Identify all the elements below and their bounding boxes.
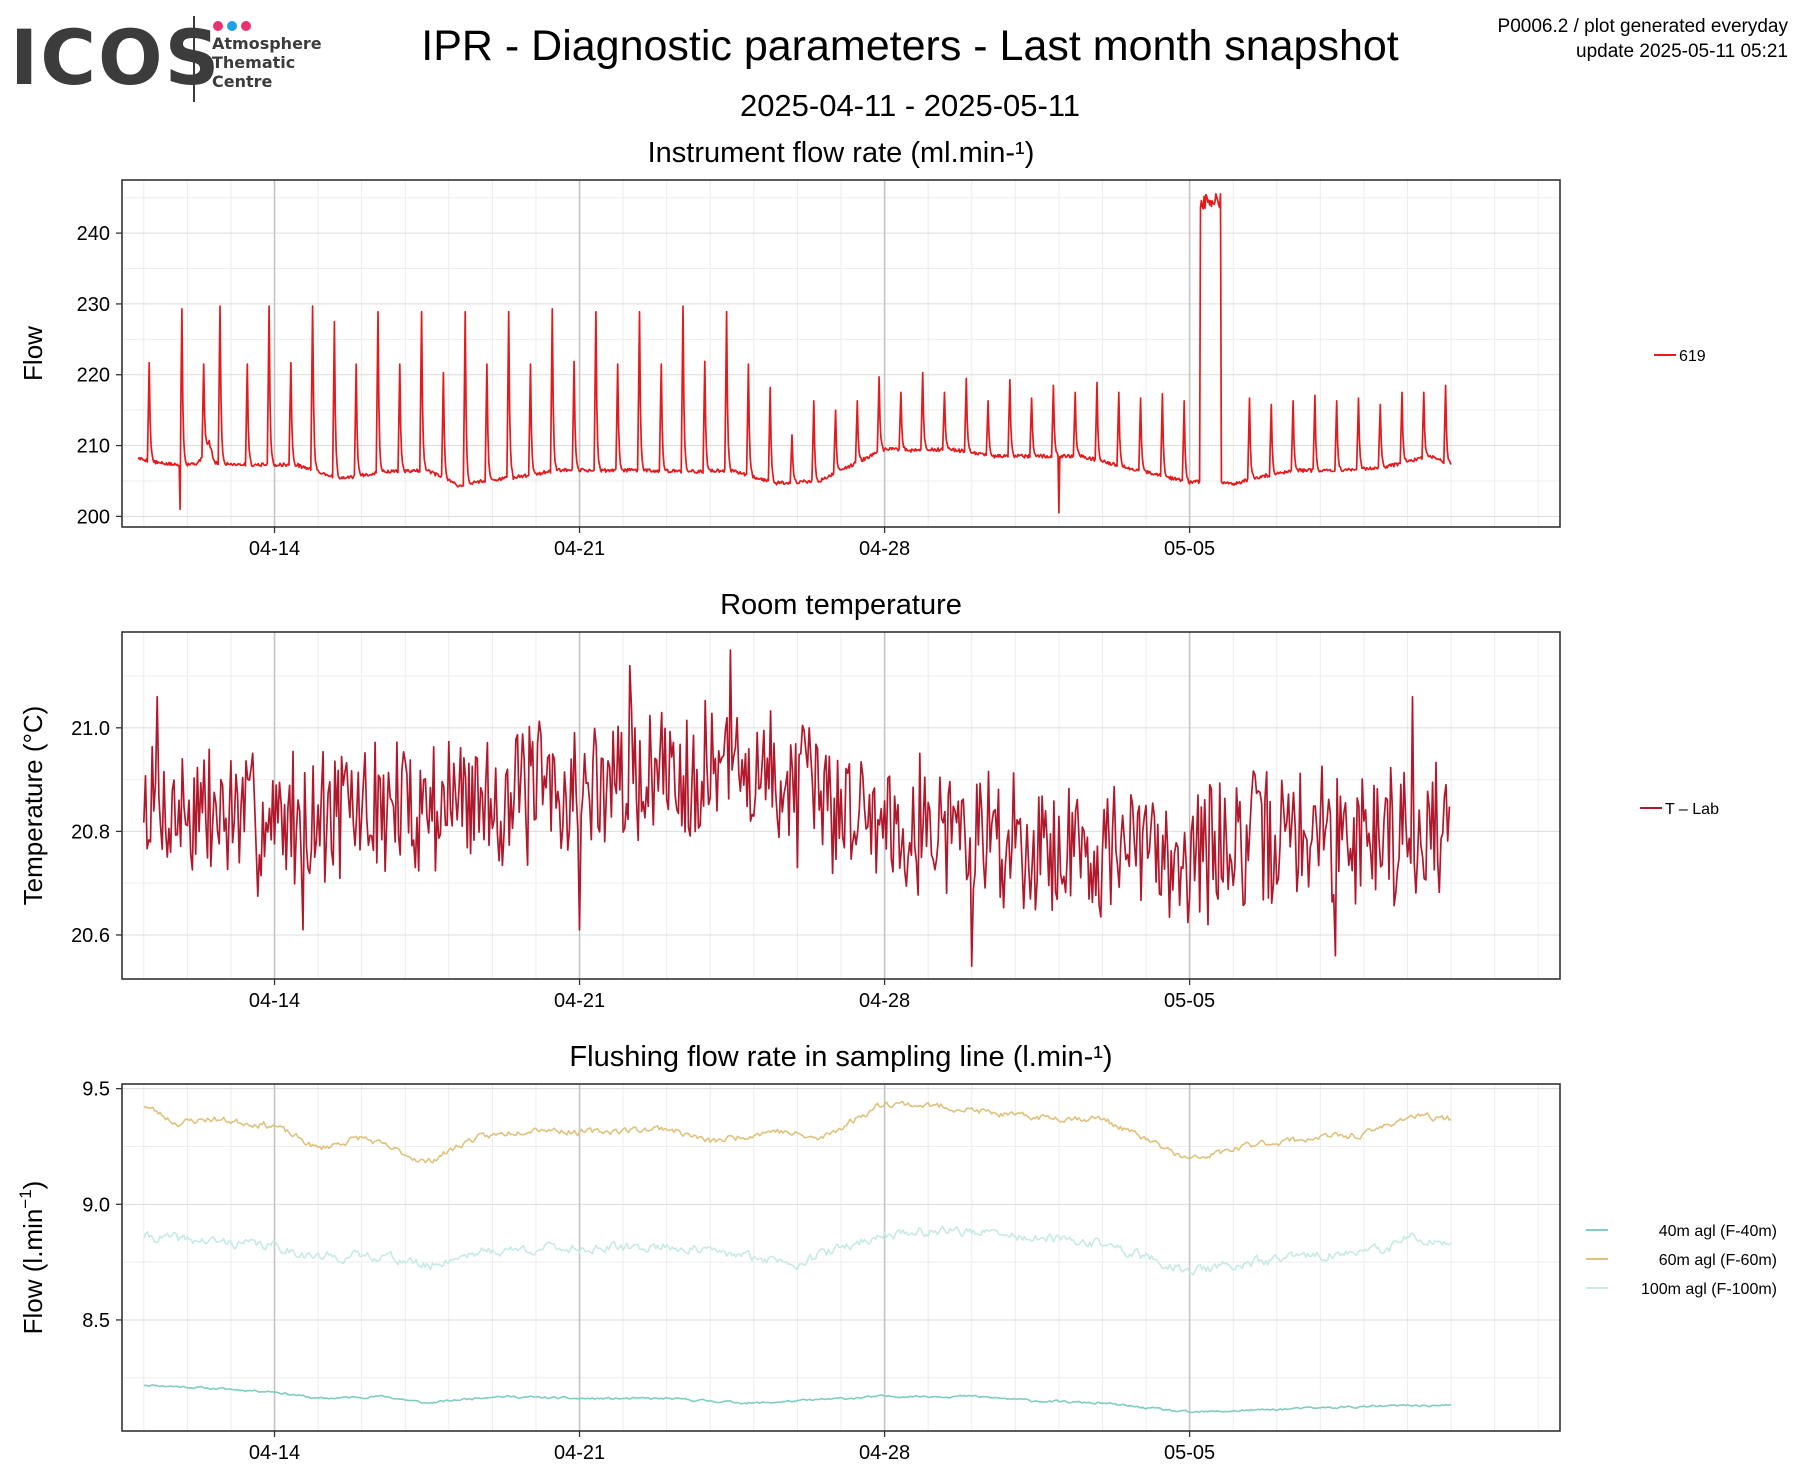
- x-tick-label: 04-28: [859, 538, 910, 560]
- x-tick-label: 04-14: [249, 538, 300, 560]
- chart-title: Room temperature: [720, 589, 962, 621]
- x-tick-label: 05-05: [1164, 1442, 1215, 1464]
- y-tick-label: 220: [77, 365, 110, 387]
- x-tick-label: 04-21: [554, 538, 605, 560]
- y-tick-label: 21.0: [71, 718, 110, 740]
- plot-border: [121, 1083, 1561, 1432]
- x-tick-label: 05-05: [1164, 990, 1215, 1012]
- grid: [122, 1084, 1560, 1431]
- icos-logo: ICOS Atmosphere Thematic Centre: [10, 12, 340, 112]
- series-line-3: [143, 1225, 1452, 1276]
- x-tick-label: 04-14: [249, 1442, 300, 1464]
- y-tick-label: 210: [77, 436, 110, 458]
- logo-line-3: Centre: [212, 72, 273, 91]
- logo-dot-3: [241, 21, 251, 31]
- date-range: 2025-04-11 - 2025-05-11: [739, 88, 1081, 123]
- plot-border: [121, 179, 1561, 528]
- chart-title: Flushing flow rate in sampling line (l.m…: [569, 1041, 1112, 1073]
- y-tick-label: 9.5: [82, 1079, 110, 1101]
- legend-label: T – Lab: [1665, 801, 1719, 818]
- logo-subtitle: Atmosphere Thematic Centre: [212, 34, 322, 91]
- y-tick-label: 230: [77, 294, 110, 316]
- y-tick-label: 9.0: [82, 1194, 110, 1216]
- y-tick-label: 8.5: [82, 1310, 110, 1332]
- series-line-1: [143, 1383, 1452, 1414]
- y-axis-label-superscript: −1: [16, 1189, 35, 1208]
- logo-wordmark: ICOS: [10, 13, 222, 102]
- chart-title: Instrument flow rate (ml.min-¹): [648, 137, 1035, 169]
- x-tick-label: 05-05: [1164, 538, 1215, 560]
- logo-divider: [193, 16, 195, 102]
- x-tick-label: 04-21: [554, 1442, 605, 1464]
- logo-dot-2: [227, 21, 237, 31]
- series-line-1: [137, 192, 1452, 514]
- logo-line-2: Thematic: [212, 53, 296, 72]
- legend-entry-1: T – Lab: [1640, 801, 1719, 818]
- legend-entry-2: 60m agl (F-60m): [1586, 1252, 1777, 1269]
- y-tick-label: 20.8: [71, 821, 110, 843]
- y-axis-label: Flow (l.min−1): [16, 1181, 48, 1335]
- chart-panel-3: Flushing flow rate in sampling line (l.m…: [16, 1041, 1777, 1464]
- grid: [122, 180, 1560, 527]
- series-line-2: [143, 1100, 1452, 1164]
- legend-entry-3: 100m agl (F-100m): [1586, 1281, 1777, 1298]
- logo-dots-icon: [213, 18, 255, 36]
- y-axis-label-end: ): [18, 1181, 48, 1190]
- update-timestamp: update 2025-05-11 05:21: [1576, 41, 1788, 62]
- legend-label: 40m agl (F-40m): [1659, 1223, 1777, 1240]
- y-tick-label: 240: [77, 223, 110, 245]
- y-tick-label: 20.6: [71, 925, 110, 947]
- logo-dot-1: [213, 21, 223, 31]
- y-tick-label: 200: [77, 506, 110, 528]
- x-tick-label: 04-28: [859, 990, 910, 1012]
- y-axis-label: Temperature (°C): [18, 706, 48, 906]
- legend-entry-1: 40m agl (F-40m): [1586, 1223, 1777, 1240]
- plot-metadata: P0006.2 / plot generated everyday update…: [1498, 14, 1788, 64]
- plot-border: [121, 631, 1561, 980]
- legend-label: 60m agl (F-60m): [1659, 1252, 1777, 1269]
- legend-label: 100m agl (F-100m): [1641, 1281, 1777, 1298]
- x-tick-label: 04-21: [554, 990, 605, 1012]
- logo-line-1: Atmosphere: [212, 34, 322, 53]
- page-title: IPR - Diagnostic parameters - Last month…: [421, 22, 1399, 70]
- chart-panel-1: Instrument flow rate (ml.min-¹) 619 200 210…: [18, 137, 1706, 560]
- legend-entry-1: 619: [1654, 348, 1706, 365]
- plot-code: P0006.2 / plot generated everyday: [1497, 16, 1788, 37]
- x-tick-label: 04-14: [249, 990, 300, 1012]
- y-axis-label: Flow: [18, 326, 48, 381]
- chart-panel-2: Room temperature T – Lab 20.6 20.8 21.0 04-14…: [18, 589, 1719, 1012]
- series-line-1: [142, 649, 1451, 967]
- x-tick-label: 04-28: [859, 1442, 910, 1464]
- legend-label: 619: [1679, 348, 1706, 365]
